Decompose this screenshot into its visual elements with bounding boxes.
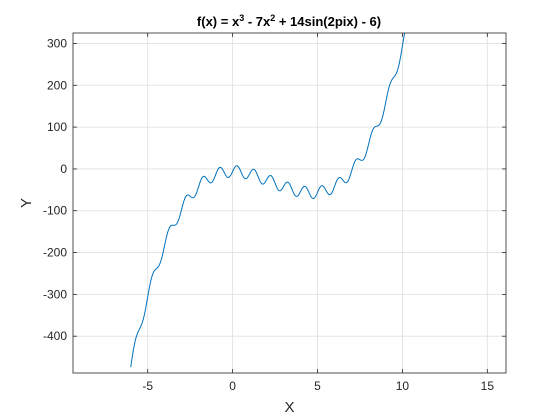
y-tick-label: -100 bbox=[43, 204, 67, 218]
title-part-2: - 7x bbox=[244, 14, 271, 29]
y-tick-label: 100 bbox=[47, 120, 67, 134]
tick-labels: -5 0 5 10 15 -400 -300 -200 -100 0 100 200 300 bbox=[43, 36, 494, 393]
series-line bbox=[130, 33, 406, 368]
chart-title: f(x) = x3 - 7x2 + 14sin(2pix) - 6) bbox=[197, 13, 381, 29]
y-tick-label: 0 bbox=[60, 162, 67, 176]
y-tick-label: -300 bbox=[43, 287, 67, 301]
y-tick-label: -400 bbox=[43, 329, 67, 343]
title-part-3: + 14sin(2pix) - 6) bbox=[275, 14, 381, 29]
title-part-1: f(x) = x bbox=[197, 14, 240, 29]
title-superscript-1: 3 bbox=[239, 13, 244, 23]
title-superscript-2: 2 bbox=[270, 13, 275, 23]
x-tick-label: 15 bbox=[481, 379, 495, 393]
y-tick-label: 300 bbox=[47, 36, 67, 50]
ticks bbox=[73, 33, 506, 373]
plot-frame bbox=[72, 32, 507, 374]
x-tick-label: 5 bbox=[314, 379, 321, 393]
x-axis-label: X bbox=[284, 399, 294, 416]
y-axis-label: Y bbox=[18, 198, 35, 208]
y-tick-label: -200 bbox=[43, 246, 67, 260]
plot-background bbox=[73, 33, 506, 373]
grid bbox=[73, 33, 506, 373]
x-tick-label: 10 bbox=[396, 379, 410, 393]
y-tick-label: 200 bbox=[47, 78, 67, 92]
x-tick-label: 0 bbox=[229, 379, 236, 393]
x-tick-label: -5 bbox=[142, 379, 153, 393]
